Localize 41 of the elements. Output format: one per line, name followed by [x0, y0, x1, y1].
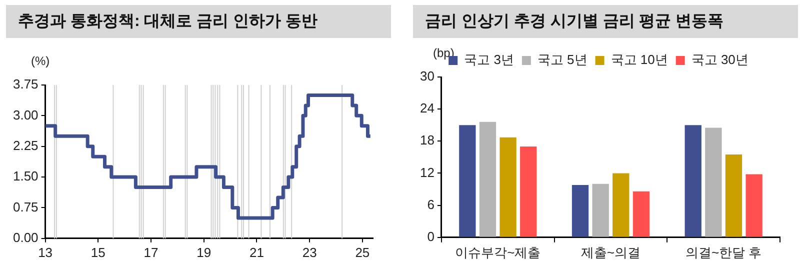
bar	[705, 128, 722, 237]
y-tick-label: 12	[420, 164, 434, 180]
x-tick-label: 19	[196, 244, 212, 260]
chart-title: 금리 인상기 추경 시기별 금리 평균 변동폭	[413, 5, 798, 38]
bar	[592, 184, 609, 237]
legend-label: 국고 5년	[537, 52, 588, 68]
bar	[632, 191, 650, 237]
bar	[500, 137, 516, 237]
x-tick-label: 제출~의결	[580, 244, 641, 260]
y-tick-label: 6	[427, 196, 434, 212]
x-tick-label: 의결~한달 후	[685, 244, 762, 260]
bar	[459, 125, 476, 237]
y-tick-label: 0	[427, 228, 434, 244]
bar	[612, 173, 630, 237]
y-tick-label: 3.75	[12, 76, 38, 92]
chart-title: 추경과 통화정책: 대체로 금리 인하가 동반	[6, 5, 391, 38]
y-axis-title: (%)	[31, 54, 50, 68]
x-tick-label: 15	[90, 244, 106, 260]
bar	[725, 154, 742, 237]
bar	[520, 146, 537, 237]
legend-label: 국고 30년	[691, 52, 748, 68]
x-tick-label: 17	[144, 244, 158, 260]
y-tick-label: 18	[420, 132, 434, 148]
y-tick-label: 2.25	[12, 138, 38, 153]
y-tick-label: 1.50	[12, 168, 38, 184]
y-tick-label: 3.00	[12, 107, 38, 122]
x-tick-label: 이슈부각~제출	[455, 244, 541, 260]
legend-label: 국고 3년	[464, 52, 514, 68]
y-tick-label: 0.00	[12, 230, 38, 245]
x-tick-label: 21	[249, 244, 264, 260]
y-tick-label: 30	[420, 68, 434, 84]
bar	[572, 185, 589, 237]
y-tick-label: 0.75	[12, 199, 38, 214]
x-tick-label: 13	[38, 244, 53, 260]
y-tick-label: 24	[420, 100, 434, 116]
bar	[746, 174, 762, 237]
x-tick-label: 25	[355, 244, 370, 260]
legend-label: 국고 10년	[610, 52, 668, 68]
bar	[479, 122, 496, 237]
bar	[684, 125, 702, 237]
x-tick-label: 23	[302, 244, 317, 260]
